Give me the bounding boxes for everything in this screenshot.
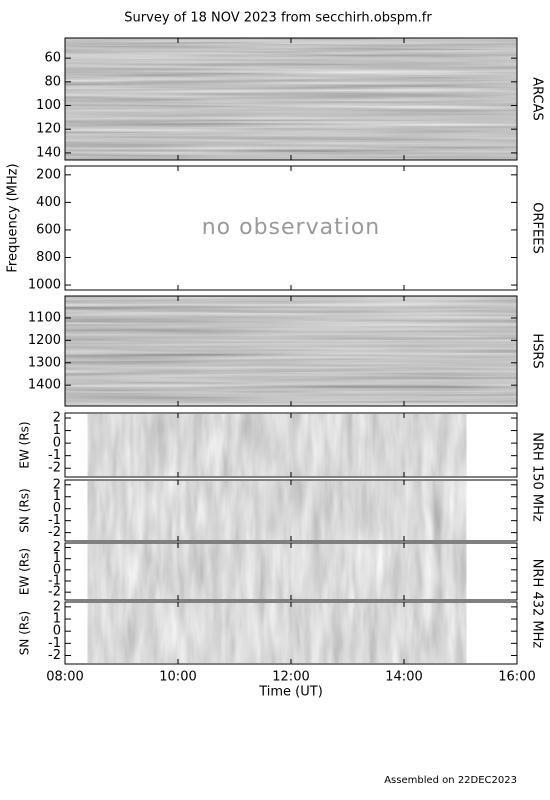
y-tick-label: 80 [44, 74, 61, 89]
y-tick-label: -2 [48, 585, 61, 600]
spectrogram-image [87, 481, 467, 540]
y-tick-label: 200 [36, 167, 61, 182]
panel-y-label: EW (Rs) [18, 421, 32, 468]
y-tick-label: 2 [53, 477, 61, 492]
y-tick-label: 140 [36, 145, 61, 160]
x-tick-label: 12:00 [272, 670, 309, 685]
y-tick-label: 120 [36, 122, 61, 137]
y-tick-label: 400 [36, 195, 61, 210]
y-tick-label: 2 [53, 540, 61, 555]
y-tick-label: 1300 [28, 355, 61, 370]
x-tick-label: 16:00 [498, 670, 535, 685]
footer: Assembled on 22DEC2023 [384, 775, 517, 786]
y-tick-label: 1 [53, 551, 61, 566]
y-tick-label: 2 [53, 599, 61, 614]
side-label: NRH 150 MHz [530, 432, 545, 522]
y-tick-label: 1400 [28, 378, 61, 393]
y-tick-label: 1200 [28, 333, 61, 348]
side-label: HSRS [530, 333, 545, 368]
side-label: ORFEES [530, 202, 545, 253]
x-axis-label: Time (UT) [258, 685, 323, 700]
y-tick-label: 800 [36, 250, 61, 265]
panel-y-label: EW (Rs) [18, 548, 32, 595]
y-tick-label: 600 [36, 222, 61, 237]
panel-y-label: SN (Rs) [18, 488, 32, 532]
y-tick-label: 60 [44, 51, 61, 66]
panel-y-label: SN (Rs) [18, 611, 32, 655]
y-tick-label: -1 [48, 448, 61, 463]
y-tick-label: -2 [48, 461, 61, 476]
spectrogram-image [87, 603, 467, 663]
x-tick-label: 10:00 [159, 670, 196, 685]
chart-title: Survey of 18 NOV 2023 from secchirh.obsp… [124, 11, 432, 26]
x-tick-label: 14:00 [385, 670, 422, 685]
spectrogram-image [87, 414, 467, 476]
y-tick-label: -1 [48, 513, 61, 528]
y-tick-label: 0 [53, 436, 61, 451]
spectrogram-image [87, 544, 467, 599]
y-tick-label: 1 [53, 423, 61, 438]
y-axis-label: Frequency (MHz) [6, 163, 21, 272]
y-tick-label: -1 [48, 574, 61, 589]
annotation: no observation [202, 215, 381, 240]
spectrogram-image [65, 38, 517, 160]
y-tick-label: -2 [48, 525, 61, 540]
y-tick-label: 0 [53, 562, 61, 577]
y-tick-label: 100 [36, 98, 61, 113]
x-tick-label: 08:00 [46, 670, 83, 685]
side-label: NRH 432 MHz [530, 559, 545, 649]
side-label: ARCAS [530, 77, 545, 121]
y-tick-label: 1 [53, 612, 61, 627]
y-tick-label: 1 [53, 489, 61, 504]
spectrogram-image [65, 296, 517, 406]
y-tick-label: -2 [48, 648, 61, 663]
y-tick-label: 0 [53, 501, 61, 516]
y-tick-label: 1000 [28, 278, 61, 293]
y-tick-label: 0 [53, 624, 61, 639]
y-tick-label: -1 [48, 636, 61, 651]
y-tick-label: 1100 [28, 310, 61, 325]
y-tick-label: 2 [53, 411, 61, 426]
